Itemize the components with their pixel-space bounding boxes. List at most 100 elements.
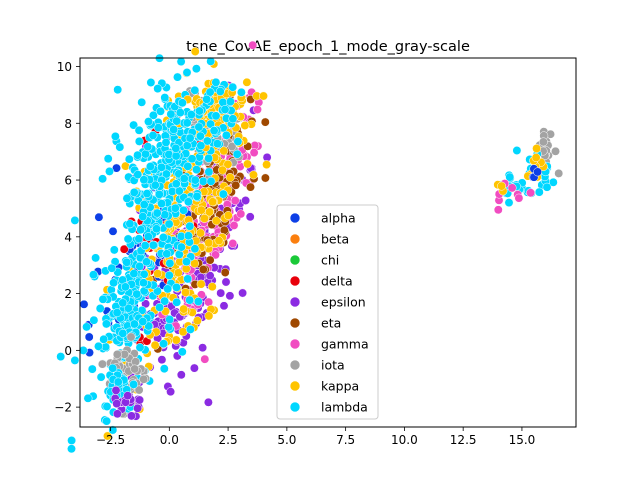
y-tick-label: 10: [57, 60, 72, 74]
legend-marker-chi: [289, 254, 301, 266]
scatter-point-lambda: [173, 72, 182, 82]
scatter-point-lambda: [110, 131, 120, 141]
scatter-point-lambda: [176, 242, 186, 252]
scatter-point-lambda: [160, 93, 170, 103]
scatter-point-lambda: [129, 187, 139, 197]
scatter-point-lambda: [206, 56, 216, 66]
scatter-point-lambda: [159, 339, 169, 349]
scatter-point-gamma: [230, 196, 240, 206]
legend-label-lambda: lambda: [321, 400, 368, 415]
scatter-point-epsilon: [198, 343, 208, 353]
scatter-point-iota: [227, 142, 237, 151]
scatter-point-lambda: [209, 126, 219, 136]
scatter-point-kappa: [497, 181, 507, 191]
scatter-point-lambda: [148, 130, 158, 140]
scatter-point-lambda: [512, 146, 522, 155]
scatter-point-lambda: [129, 379, 139, 389]
scatter-point-lambda: [192, 165, 201, 175]
scatter-point-gamma: [236, 209, 246, 219]
scatter-point-lambda: [133, 150, 143, 160]
scatter-point-gamma: [507, 183, 517, 193]
scatter-point-lambda: [56, 352, 66, 362]
scatter-point-lambda: [164, 322, 174, 332]
scatter-point-lambda: [91, 253, 101, 263]
legend-marker-alpha: [289, 212, 301, 224]
scatter-point-kappa: [243, 159, 252, 169]
scatter-point-lambda: [192, 191, 202, 201]
scatter-point-iota: [551, 146, 560, 156]
scatter-point-lambda: [171, 143, 181, 153]
scatter-point-lambda: [109, 278, 119, 288]
scatter-point-lambda: [112, 308, 122, 318]
scatter-point-lambda: [204, 167, 214, 177]
scatter-point-gamma: [228, 239, 238, 248]
scatter-point-epsilon: [225, 291, 235, 301]
scatter-point-kappa: [223, 211, 233, 220]
scatter-point-epsilon: [216, 288, 226, 298]
scatter-point-iota: [97, 359, 107, 369]
scatter-point-kappa: [242, 77, 252, 87]
scatter-point-lambda: [175, 108, 185, 118]
legend-marker-epsilon: [289, 296, 301, 308]
scatter-point-eta: [260, 117, 270, 127]
scatter-point-kappa: [204, 238, 214, 248]
scatter-point-alpha: [94, 212, 104, 222]
scatter-point-lambda: [99, 334, 109, 344]
scatter-point-lambda: [138, 317, 148, 327]
scatter-point-lambda: [225, 97, 235, 107]
scatter-point-lambda: [190, 244, 200, 254]
scatter-point-kappa: [208, 197, 218, 207]
scatter-point-lambda: [89, 315, 99, 325]
scatter-point-lambda: [195, 106, 204, 116]
scatter-point-kappa: [196, 205, 206, 215]
scatter-point-kappa: [240, 121, 250, 130]
scatter-point-lambda: [198, 176, 208, 186]
scatter-point-kappa: [173, 268, 183, 278]
scatter-point-lambda: [145, 162, 155, 171]
x-tick-label: 12.5: [450, 433, 477, 447]
scatter-point-iota: [134, 385, 144, 395]
y-tick-label: 4: [64, 230, 72, 244]
legend-marker-iota: [289, 359, 301, 371]
scatter-point-lambda: [172, 116, 182, 126]
scatter-point-lambda: [103, 154, 113, 164]
chart-title: tsne_CovAE_epoch_1_mode_gray-scale: [186, 39, 470, 55]
scatter-point-gamma: [493, 205, 503, 215]
x-tick-label: 15.0: [509, 433, 536, 447]
scatter-point-lambda: [123, 303, 133, 313]
scatter-point-lambda: [191, 64, 201, 74]
scatter-point-kappa: [179, 304, 189, 314]
scatter-point-lambda: [132, 289, 142, 299]
scatter-point-epsilon: [166, 387, 176, 397]
scatter-point-lambda: [153, 123, 163, 133]
scatter-point-lambda: [153, 84, 163, 94]
scatter-point-kappa: [219, 146, 229, 156]
scatter-point-gamma: [200, 354, 210, 364]
scatter-point-lambda: [129, 269, 139, 279]
scatter-point-epsilon: [241, 196, 251, 205]
scatter-point-epsilon: [176, 370, 186, 380]
scatter-point-lambda: [154, 189, 164, 199]
scatter-point-lambda: [179, 174, 189, 184]
scatter-point-lambda: [212, 139, 222, 149]
scatter-point-lambda: [193, 297, 203, 306]
scatter-point-kappa: [153, 269, 163, 279]
scatter-point-lambda: [182, 68, 192, 77]
scatter-point-lambda: [206, 176, 216, 186]
scatter-point-lambda: [142, 257, 151, 267]
scatter-point-lambda: [162, 249, 172, 259]
scatter-point-epsilon: [238, 288, 248, 298]
scatter-point-lambda: [233, 137, 243, 146]
scatter-point-lambda: [98, 174, 108, 184]
scatter-point-lambda: [185, 221, 195, 231]
scatter-point-lambda: [139, 175, 149, 185]
scatter-point-lambda: [183, 274, 193, 284]
scatter-point-lambda: [236, 87, 246, 97]
scatter-point-lambda: [177, 98, 187, 108]
scatter-point-kappa: [103, 431, 112, 441]
legend-marker-eta: [289, 317, 301, 329]
scatter-point-kappa: [171, 335, 181, 345]
scatter-point-lambda: [95, 304, 105, 313]
scatter-point-lambda: [120, 282, 130, 292]
scatter-point-lambda: [143, 142, 153, 152]
